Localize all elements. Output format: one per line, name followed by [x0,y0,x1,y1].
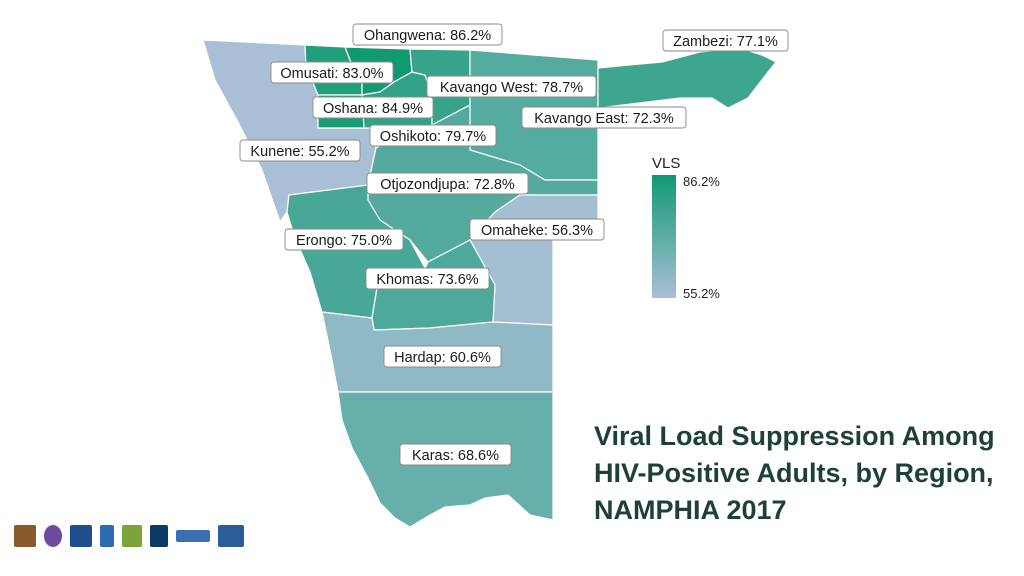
label-omaheke: Omaheke: 56.3% [469,218,605,241]
label-oshikoto: Oshikoto: 79.7% [369,124,497,147]
legend-min-label: 55.2% [683,286,720,301]
region-zambezi[interactable] [597,47,777,109]
label-oshana: Oshana: 84.9% [312,96,434,119]
svg-text:Omaheke: 56.3%: Omaheke: 56.3% [481,223,593,239]
globe-fund-logo [122,525,142,547]
label-kavango-east: Kavango East: 72.3% [521,106,687,129]
label-omusati: Omusati: 83.0% [270,61,394,84]
label-erongo: Erongo: 75.0% [284,228,404,251]
svg-text:Hardap: 60.6%: Hardap: 60.6% [394,350,491,366]
label-otjozondjupa: Otjozondjupa: 72.8% [366,172,529,195]
legend: VLS 86.2% 55.2% [652,155,720,301]
svg-text:Oshikoto: 79.7%: Oshikoto: 79.7% [380,129,486,145]
pepfar-logo [44,525,62,547]
cdc-logo [70,525,92,547]
label-karas: Karas: 68.6% [399,443,512,466]
svg-text:Oshana: 84.9%: Oshana: 84.9% [323,101,423,117]
svg-text:Karas: 68.6%: Karas: 68.6% [412,448,499,464]
page-title: Viral Load Suppression Among HIV-Positiv… [594,418,1014,529]
svg-text:Kunene: 55.2%: Kunene: 55.2% [250,144,349,160]
svg-text:Kavango West: 78.7%: Kavango West: 78.7% [440,80,583,96]
ucsf-logo [150,525,168,547]
westat-logo [176,530,210,542]
legend-title: VLS [652,155,680,172]
svg-text:Otjozondjupa: 72.8%: Otjozondjupa: 72.8% [380,177,515,193]
partner-logos [14,521,244,551]
namibia-coat-of-arms-logo [14,525,36,547]
svg-text:Zambezi: 77.1%: Zambezi: 77.1% [673,34,778,50]
label-hardap: Hardap: 60.6% [383,345,502,368]
svg-text:Omusati: 83.0%: Omusati: 83.0% [280,66,383,82]
title-line: Viral Load Suppression Among [594,421,995,451]
legend-color-bar [652,175,676,298]
label-khomas: Khomas: 73.6% [365,267,490,290]
svg-text:Ohangwena: 86.2%: Ohangwena: 86.2% [364,28,491,44]
svg-text:Khomas: 73.6%: Khomas: 73.6% [376,272,478,288]
svg-text:Kavango East: 72.3%: Kavango East: 72.3% [534,111,674,127]
label-ohangwena: Ohangwena: 86.2% [352,23,503,46]
title-line: HIV-Positive Adults, by Region, [594,458,994,488]
title-line: NAMPHIA 2017 [594,495,787,525]
icap-logo [218,525,244,547]
label-kunene: Kunene: 55.2% [239,139,361,162]
label-zambezi: Zambezi: 77.1% [662,29,789,52]
label-kavango-west: Kavango West: 78.7% [426,75,597,98]
legend-max-label: 86.2% [683,174,720,189]
bar-chart-logo [100,525,114,547]
svg-text:Erongo: 75.0%: Erongo: 75.0% [296,233,392,249]
